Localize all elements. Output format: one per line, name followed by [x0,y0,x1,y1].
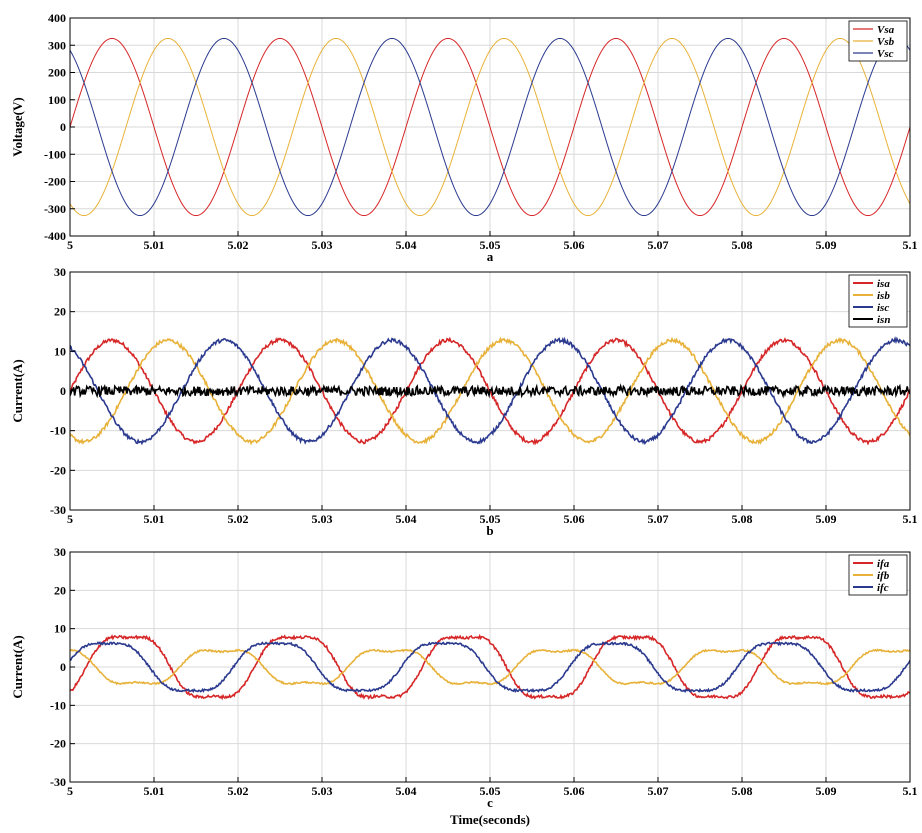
x-tick-label: 5.09 [816,784,837,798]
x-tick-label: 5.06 [564,238,585,252]
legend-label-Vsb: Vsb [877,36,895,48]
legend-label-ifc: ifc [877,582,889,594]
chart-panel-b: 5 5.01 5.02 5.03 5.04 5.05 5.06 5.07 5.08 5.09 5.1… [10,265,918,538]
x-tick-label: 5.01 [144,784,165,798]
y-tick-label: 200 [48,66,66,80]
series-line-Vsa [70,37,910,217]
x-tick-label: 5.02 [228,512,249,526]
series-line-isc [70,335,910,446]
x-tick-label: 5.01 [144,238,165,252]
x-tick-label: 5.06 [564,784,585,798]
x-tick-label: 5.03 [312,784,333,798]
series-line-Vsb [70,37,910,217]
x-tick-label: 5.04 [396,512,417,526]
y-tick-label: -10 [50,424,66,438]
x-tick-label: 5.09 [816,512,837,526]
x-tick-label: 5 [67,512,73,526]
x-axis-label: Time(seconds) [450,812,530,827]
y-axis-label: Current(A) [10,635,25,698]
y-tick-label: 20 [54,305,66,319]
y-tick-label: 400 [48,11,66,25]
legend-label-ifb: ifb [877,570,890,582]
y-tick-label: 0 [60,384,66,398]
legend-label-isb: isb [877,290,890,302]
series-line-ifa [70,633,910,701]
y-tick-label: -30 [50,503,66,517]
y-tick-label: 20 [54,583,66,597]
y-tick-label: 30 [54,265,66,279]
chart-panel-a: 5 5.01 5.02 5.03 5.04 5.05 5.06 5.07 5.08 5.09 5.1… [10,11,918,264]
x-tick-label: 5.03 [312,512,333,526]
x-tick-label: 5.01 [144,512,165,526]
panel-label: a [487,249,494,264]
legend-label-ifa: ifa [877,558,890,570]
grid-lines [69,551,911,783]
y-tick-label: 10 [54,344,66,358]
series-line-isn [70,383,910,399]
chart-panel-c: 5 5.01 5.02 5.03 5.04 5.05 5.06 5.07 5.08 5.09 5.1… [10,545,918,827]
legend-label-Vsc: Vsc [877,48,894,60]
panel-label: b [486,523,493,538]
y-tick-label: 0 [60,660,66,674]
x-tick-label: 5.05 [480,512,501,526]
y-tick-label: 10 [54,622,66,636]
x-tick-label: 5.08 [732,784,753,798]
x-tick-label: 5.07 [648,784,669,798]
x-tick-label: 5.08 [732,238,753,252]
x-tick-label: 5.07 [648,238,669,252]
y-tick-label: -300 [44,202,66,216]
x-tick-label: 5.05 [480,238,501,252]
y-tick-label: 300 [48,38,66,52]
legend-label-isn: isn [877,314,890,326]
legend-label-isa: isa [877,278,890,290]
legend-label-Vsa: Vsa [877,24,895,36]
x-tick-label: 5.07 [648,512,669,526]
y-tick-label: -30 [50,775,66,789]
panel-label: c [487,795,493,810]
y-tick-label: 100 [48,93,66,107]
x-tick-label: 5.1 [903,512,918,526]
x-tick-label: 5.03 [312,238,333,252]
series-line-ifc [70,640,910,694]
x-tick-label: 5 [67,784,73,798]
y-tick-label: -20 [50,463,66,477]
x-tick-label: 5.04 [396,784,417,798]
y-tick-label: 30 [54,545,66,559]
series-line-ifb [70,648,910,686]
y-axis-label: Voltage(V) [10,97,25,156]
legend-label-isc: isc [877,302,889,314]
x-tick-label: 5.04 [396,238,417,252]
x-tick-label: 5.1 [903,784,918,798]
series-line-Vsc [70,37,910,217]
x-tick-label: 5.08 [732,512,753,526]
y-tick-label: -10 [50,698,66,712]
x-tick-label: 5.05 [480,784,501,798]
y-axis-label: Current(A) [10,359,25,422]
x-tick-label: 5.1 [903,238,918,252]
x-tick-label: 5.09 [816,238,837,252]
x-tick-label: 5 [67,238,73,252]
y-tick-label: -400 [44,229,66,243]
x-tick-label: 5.02 [228,784,249,798]
y-tick-label: -20 [50,737,66,751]
x-tick-label: 5.02 [228,238,249,252]
y-tick-label: -200 [44,175,66,189]
y-tick-label: 0 [60,120,66,134]
x-tick-label: 5.06 [564,512,585,526]
y-tick-label: -100 [44,147,66,161]
